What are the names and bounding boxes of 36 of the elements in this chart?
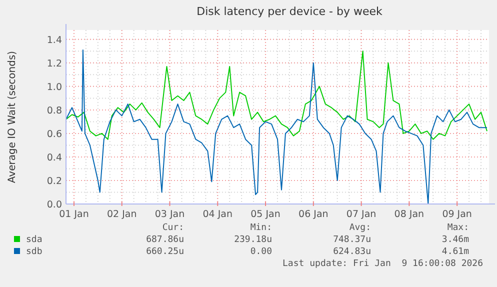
y-tick-label: 0.0 [46,200,62,210]
chart-title: Disk latency per device - by week [196,5,384,18]
text: 3.46m [442,235,469,245]
legend-label: sda [26,235,42,245]
y-tick-label: 1.2 [46,58,62,70]
legend-label: sdb [26,247,42,257]
x-tick-label: 05 Jan [250,209,280,220]
text: Avg: [349,223,371,233]
line-series [66,49,488,204]
x-tick-label: 03 Jan [154,209,185,220]
x-tick-label: 07 Jan [346,209,376,220]
y-tick-label: 1.4 [46,34,62,46]
y-tick-label: 0.4 [46,152,62,164]
text: Cur: [162,223,184,233]
text: Min: [250,223,272,233]
text: 748.37u [333,235,371,245]
text: Last update: Fri Jan 9 16:00:08 2026 [282,259,483,269]
x-tick-label: 01 Jan [59,209,89,220]
text: Max: [447,223,469,233]
x-tick-label: 02 Jan [106,209,137,220]
text: 660.25u [146,247,184,257]
x-tick-label: 04 Jan [202,209,233,220]
text: 4.61m [442,247,469,257]
text: 239.18u [234,235,272,245]
y-tick-label: 0.6 [46,128,62,140]
x-tick-label: 06 Jan [298,209,328,220]
x-tick-label: 08 Jan [394,209,424,220]
line-series [66,50,488,140]
text: 624.83u [333,247,371,257]
y-axis-title: Average IO Wait (seconds) [7,50,18,184]
y-tick-label: 1.0 [46,82,62,93]
text: 687.86u [146,235,184,245]
text: 0.00 [250,247,272,257]
y-tick-label: 0.8 [46,105,62,116]
y-tick-label: 0.2 [46,176,62,187]
x-tick-label: 09 Jan [442,209,472,220]
